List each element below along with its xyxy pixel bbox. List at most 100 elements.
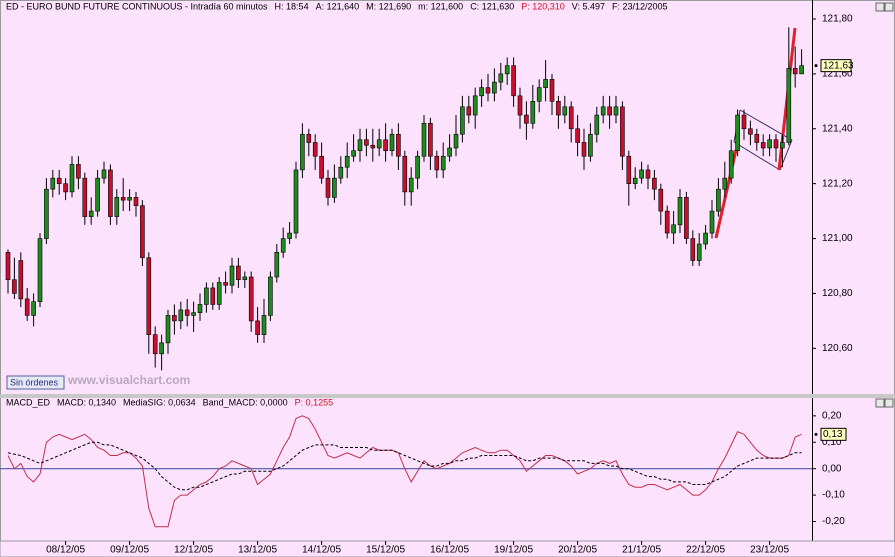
candle-body: [479, 87, 484, 97]
last-value-label: 121,63: [823, 60, 854, 71]
candle-body: [716, 188, 721, 212]
candle-body: [748, 128, 753, 135]
candle-body: [556, 101, 561, 116]
y-tick-label: 121,80: [822, 14, 853, 25]
x-tick-label: 21/12/05: [622, 545, 661, 556]
y-tick-label: 0,10: [822, 437, 842, 448]
candle-body: [82, 177, 88, 217]
candle-body: [210, 287, 216, 305]
candle-body: [312, 142, 318, 157]
candle-body: [306, 133, 312, 143]
window-button[interactable]: [875, 2, 885, 12]
time-axis: [0, 540, 895, 557]
candle-body: [204, 287, 209, 305]
x-tick-label: 14/12/05: [302, 545, 341, 556]
indicator-line: [7, 415, 802, 528]
candle-body: [773, 139, 779, 149]
candle-body: [575, 128, 580, 143]
candle-body: [402, 155, 408, 193]
window-button[interactable]: [884, 398, 894, 408]
candle-body: [216, 282, 222, 305]
panel-divider: [0, 394, 895, 398]
candle-body: [88, 210, 94, 217]
panel-stat: H: 18:54: [275, 1, 309, 11]
y-tick-label: 121,00: [822, 233, 853, 244]
candle-body: [408, 177, 414, 193]
window-button[interactable]: [884, 2, 894, 12]
candle-body: [165, 315, 171, 344]
candle-body: [696, 243, 702, 261]
channel-line: [733, 141, 781, 171]
candle-body: [383, 139, 388, 152]
last-value-marker: [814, 432, 818, 436]
candle-body: [287, 232, 292, 239]
candle-body: [549, 79, 555, 102]
candle-body: [101, 169, 107, 179]
candle-body: [338, 166, 344, 179]
candle-body: [690, 238, 696, 261]
candle-body: [786, 68, 792, 143]
candle-body: [754, 133, 760, 143]
candle-body: [76, 164, 81, 179]
candle-body: [421, 122, 427, 157]
x-tick-label: 08/12/05: [46, 545, 85, 556]
candle-body: [229, 265, 235, 286]
orders-button[interactable]: [6, 375, 65, 390]
candle-body: [172, 315, 177, 322]
candle-body: [184, 309, 190, 316]
x-tick-label: 16/12/05: [430, 545, 469, 556]
y-tick-label: 120,60: [822, 343, 853, 354]
candle-body: [351, 150, 356, 157]
candle-body: [178, 309, 184, 322]
candle-body: [568, 106, 574, 130]
window-button[interactable]: [875, 398, 885, 408]
panel-stat: MediaSIG: 0,0634: [123, 397, 196, 407]
candle-body: [517, 95, 523, 116]
x-tick-label: 09/12/05: [110, 545, 149, 556]
candle-body: [588, 133, 593, 157]
candle-body: [261, 315, 267, 335]
x-tick-label: 20/12/05: [558, 545, 597, 556]
candle-body: [389, 133, 395, 152]
candle-body: [460, 106, 465, 135]
candle-body: [69, 164, 75, 193]
y-tick-label: 121,60: [822, 69, 853, 80]
candle-body: [332, 177, 337, 198]
candle-body: [492, 81, 497, 94]
candle-body: [248, 276, 254, 322]
candle-body: [447, 147, 452, 157]
candle-body: [741, 114, 747, 130]
candle-body: [364, 139, 369, 146]
candle-body: [799, 65, 804, 75]
candle-body: [780, 142, 785, 149]
candle-body: [498, 73, 504, 83]
candle-body: [95, 177, 100, 212]
candle-body: [677, 197, 683, 226]
candle-body: [415, 155, 420, 179]
panel-stat: Band_MACD: 0,0000: [203, 397, 288, 407]
panel-stat: MACD: 0,1340: [57, 397, 116, 407]
candle-body: [639, 169, 644, 179]
panel-stat: C: 121,630: [470, 1, 514, 11]
panel-title: ED - EURO BUND FUTURE CONTINUOUS - Intra…: [6, 1, 268, 11]
candle-body: [485, 87, 491, 94]
candle-body: [607, 106, 612, 116]
candle-body: [581, 142, 587, 157]
indicator-line: [7, 441, 802, 491]
candle-body: [140, 205, 145, 259]
last-value-box: [820, 59, 852, 73]
candle-body: [280, 238, 286, 253]
x-tick-label: 12/12/05: [174, 545, 213, 556]
last-value-marker: [814, 64, 818, 68]
candle-body: [319, 155, 324, 179]
candle-body: [357, 139, 363, 152]
candle-body: [536, 87, 542, 102]
y-tick-label: -0,10: [822, 490, 845, 501]
candle-body: [684, 197, 689, 239]
candle-body: [255, 320, 260, 335]
candle-body: [31, 301, 36, 316]
candle-body: [632, 177, 638, 184]
candle-body: [722, 177, 728, 190]
